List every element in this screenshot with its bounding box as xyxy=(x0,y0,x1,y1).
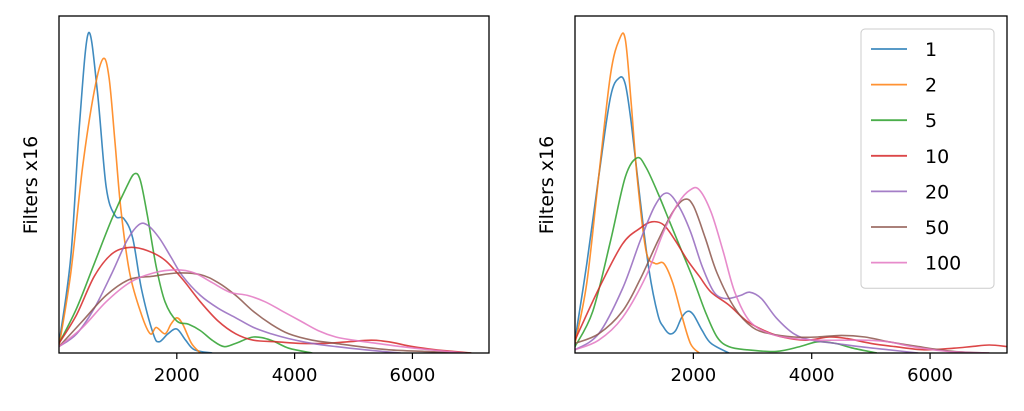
left-x-tick-label-2000: 2000 xyxy=(154,365,200,386)
left-series-line-20 xyxy=(59,222,401,353)
legend-label-50: 50 xyxy=(925,217,949,239)
right-series-line-100 xyxy=(575,186,990,353)
right-x-axis: 2000 4000 6000 xyxy=(670,353,953,386)
right-series-line-20 xyxy=(575,192,919,353)
left-series-layer xyxy=(59,31,472,353)
left-series-line-5 xyxy=(59,172,313,353)
right-x-tick-label-2000: 2000 xyxy=(670,365,716,386)
legend-label-1: 1 xyxy=(925,39,937,61)
left-chart-panel: 2000 4000 6000 Filters x16 xyxy=(20,15,490,386)
left-series-line-2 xyxy=(59,57,201,353)
left-x-tick-label-6000: 6000 xyxy=(390,365,436,386)
left-x-axis: 2000 4000 6000 xyxy=(154,353,435,386)
left-y-axis-label: Filters x16 xyxy=(20,136,42,234)
legend-label-10: 10 xyxy=(925,146,949,168)
left-x-tick-label-4000: 4000 xyxy=(272,365,318,386)
legend-label-100: 100 xyxy=(925,253,961,275)
right-x-tick-label-4000: 4000 xyxy=(789,365,835,386)
legend-box xyxy=(860,28,995,289)
right-series-line-1 xyxy=(575,76,730,353)
left-series-line-10 xyxy=(59,246,472,353)
left-series-line-1 xyxy=(59,31,213,353)
left-plot-area xyxy=(59,16,489,353)
legend: 1 2 5 10 20 50 100 xyxy=(860,28,995,289)
left-series-line-50 xyxy=(59,272,472,353)
left-plot-frame xyxy=(58,15,490,354)
legend-label-5: 5 xyxy=(925,110,937,132)
right-x-tick-label-6000: 6000 xyxy=(907,365,953,386)
right-series-layer xyxy=(575,32,1007,353)
right-chart-panel: 2000 4000 6000 Filters x16 1 2 5 10 20 50 100 xyxy=(536,15,1008,386)
right-series-line-2 xyxy=(575,32,700,353)
left-series-line-100 xyxy=(59,269,466,353)
right-y-axis-label: Filters x16 xyxy=(536,136,558,234)
legend-label-2: 2 xyxy=(925,75,937,97)
legend-label-20: 20 xyxy=(925,181,949,203)
right-plot-frame xyxy=(574,15,1008,354)
right-series-line-5 xyxy=(575,156,877,353)
